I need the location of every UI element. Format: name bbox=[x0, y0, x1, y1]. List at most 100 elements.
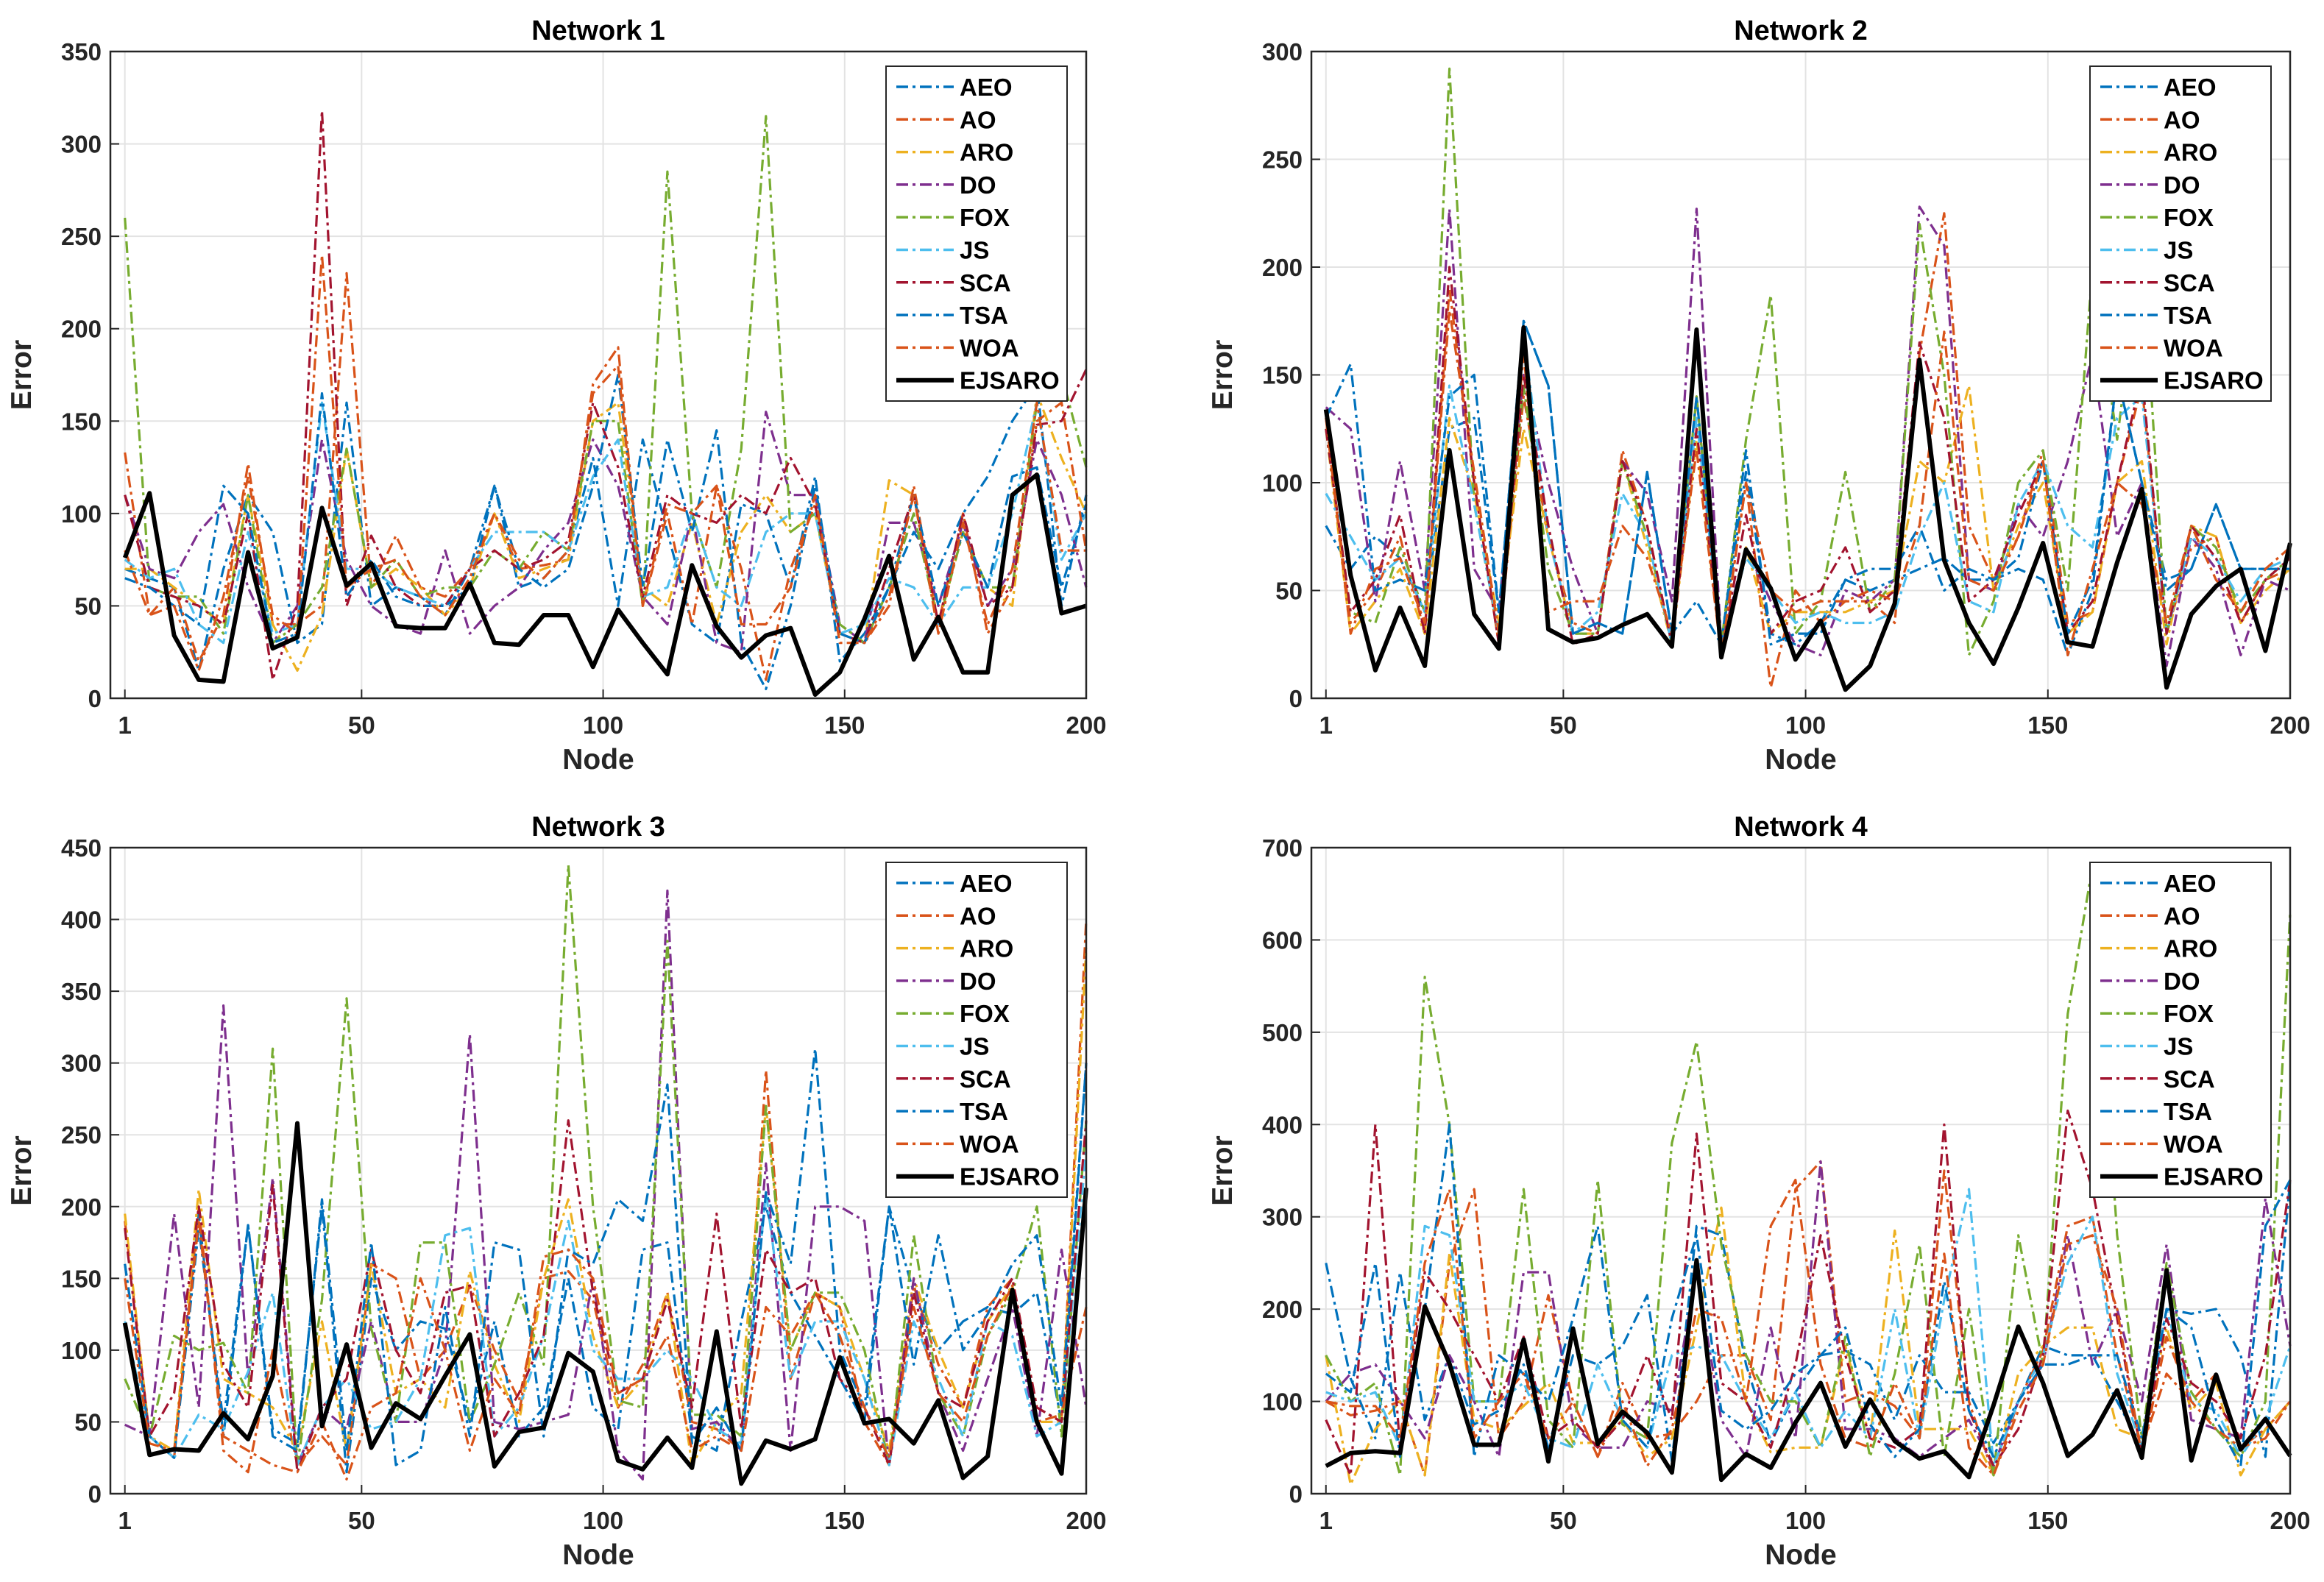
y-tick-label: 300 bbox=[1262, 38, 1303, 65]
subplot-network-1: 1 50 100 150 200050100150200250300350Network… bbox=[6, 15, 1107, 776]
x-tick-label: 50 bbox=[348, 712, 375, 739]
legend-label-aro: ARO bbox=[2164, 139, 2217, 166]
y-tick-label: 500 bbox=[1262, 1019, 1303, 1046]
series-line-ao bbox=[1325, 1160, 2292, 1477]
series-line-woa bbox=[1325, 1178, 2292, 1477]
legend-label-js: JS bbox=[2164, 1033, 2193, 1060]
y-tick-label: 100 bbox=[1262, 1388, 1303, 1416]
x-tick-label: 1 bbox=[118, 1507, 132, 1534]
legend-label-fox: FOX bbox=[960, 204, 1010, 231]
legend-box bbox=[2089, 862, 2272, 1198]
y-tick-label: 300 bbox=[61, 1050, 102, 1077]
y-tick-label: 600 bbox=[1262, 926, 1303, 954]
series-line-ejsaro bbox=[1323, 325, 2292, 692]
legend-label-tsa: TSA bbox=[960, 302, 1008, 329]
y-tick-label: 0 bbox=[88, 1480, 102, 1508]
axes-box bbox=[1310, 846, 2292, 1495]
y-axis-label: Error bbox=[1207, 1135, 1239, 1205]
x-tick-label: 200 bbox=[2270, 1507, 2310, 1534]
x-tick-label: 100 bbox=[1785, 1507, 1826, 1534]
legend-label-aeo: AEO bbox=[960, 870, 1013, 897]
legend-label-js: JS bbox=[2164, 237, 2193, 264]
legend: AEO AO ARO DO FOX JS SCA TSA WOA EJSARO bbox=[885, 862, 1068, 1198]
series-line-fox bbox=[124, 115, 1088, 645]
series-line-do bbox=[1325, 1160, 2292, 1467]
legend-label-fox: FOX bbox=[960, 1000, 1010, 1027]
legend-label-ejsaro: EJSARO bbox=[960, 1163, 1060, 1191]
y-tick-label: 50 bbox=[1275, 578, 1303, 605]
series-line-tsa bbox=[1325, 319, 2290, 646]
chart-title: Network 1 bbox=[531, 15, 665, 46]
series-line-tsa bbox=[124, 1047, 1088, 1466]
x-tick-label: 50 bbox=[1550, 712, 1577, 739]
legend-label-aro: ARO bbox=[960, 139, 1013, 166]
series-line-aro bbox=[1325, 1206, 2292, 1486]
x-tick-label: 150 bbox=[2027, 1507, 2068, 1534]
y-tick-label: 100 bbox=[1262, 469, 1303, 497]
y-tick-label: 150 bbox=[61, 1265, 102, 1292]
legend-label-fox: FOX bbox=[2164, 204, 2214, 231]
y-tick-label: 300 bbox=[61, 131, 102, 158]
x-tick-label: 200 bbox=[1066, 1507, 1106, 1534]
legend-label-do: DO bbox=[2164, 171, 2200, 199]
legend-label-ejsaro: EJSARO bbox=[2164, 367, 2264, 394]
chart-title: Network 4 bbox=[1734, 812, 1868, 843]
x-tick-label: 1 bbox=[1319, 1507, 1333, 1534]
legend-label-woa: WOA bbox=[2164, 1130, 2223, 1157]
legend-label-ao: AO bbox=[960, 106, 996, 133]
y-axis-label: Error bbox=[6, 1135, 38, 1205]
legend-label-sca: SCA bbox=[2164, 269, 2215, 297]
y-tick-label: 150 bbox=[61, 408, 102, 435]
series-line-woa bbox=[124, 1219, 1088, 1481]
y-tick-label: 0 bbox=[1289, 685, 1303, 712]
y-tick-label: 50 bbox=[74, 1408, 102, 1436]
x-axis-label: Node bbox=[562, 744, 634, 776]
y-tick-label: 200 bbox=[1262, 1296, 1303, 1323]
y-tick-label: 400 bbox=[1262, 1111, 1303, 1138]
y-tick-label: 0 bbox=[88, 685, 102, 712]
legend-label-aeo: AEO bbox=[2164, 74, 2217, 101]
series-line-ejsaro bbox=[122, 1121, 1088, 1486]
y-tick-label: 100 bbox=[61, 500, 102, 528]
x-tick-label: 50 bbox=[348, 1507, 375, 1534]
y-tick-label: 400 bbox=[61, 907, 102, 934]
series-line-ejsaro bbox=[122, 472, 1087, 697]
legend-label-do: DO bbox=[2164, 968, 2200, 995]
legend-label-fox: FOX bbox=[2164, 1000, 2214, 1027]
legend: AEO AO ARO DO FOX JS SCA TSA WOA EJSARO bbox=[2089, 65, 2272, 402]
legend-label-aro: ARO bbox=[960, 935, 1013, 962]
legend-label-js: JS bbox=[960, 1033, 989, 1060]
legend-label-aro: ARO bbox=[2164, 935, 2217, 962]
x-tick-label: 100 bbox=[583, 712, 623, 739]
x-tick-label: 1 bbox=[1319, 712, 1333, 739]
series-line-do bbox=[1325, 205, 2291, 667]
legend: AEO AO ARO DO FOX JS SCA TSA WOA EJSARO bbox=[2089, 862, 2272, 1198]
legend-label-sca: SCA bbox=[960, 269, 1011, 297]
legend-label-js: JS bbox=[960, 237, 989, 264]
y-tick-label: 250 bbox=[61, 223, 102, 250]
subplot-network-3: 1 50 100 150 200050100150200250300350400450N… bbox=[6, 812, 1107, 1571]
y-tick-label: 150 bbox=[1262, 362, 1303, 389]
legend-label-sca: SCA bbox=[2164, 1065, 2215, 1093]
y-tick-label: 300 bbox=[1262, 1204, 1303, 1231]
y-tick-label: 350 bbox=[61, 978, 102, 1005]
y-axis-label: Error bbox=[6, 340, 38, 410]
axes-box bbox=[109, 846, 1088, 1495]
x-tick-label: 150 bbox=[824, 712, 865, 739]
legend: AEO AO ARO DO FOX JS SCA TSA WOA EJSARO bbox=[885, 65, 1068, 402]
y-tick-label: 0 bbox=[1289, 1480, 1303, 1508]
x-tick-label: 150 bbox=[824, 1507, 865, 1534]
y-tick-label: 250 bbox=[1262, 146, 1303, 174]
legend-label-tsa: TSA bbox=[2164, 302, 2212, 329]
y-tick-label: 450 bbox=[61, 834, 102, 862]
x-axis-label: Node bbox=[1765, 1539, 1837, 1571]
x-tick-label: 100 bbox=[1785, 712, 1826, 739]
y-tick-label: 200 bbox=[61, 316, 102, 343]
legend-label-ejsaro: EJSARO bbox=[2164, 1163, 2264, 1191]
series-line-js bbox=[124, 1149, 1088, 1466]
legend-box bbox=[885, 65, 1068, 402]
legend-label-do: DO bbox=[960, 968, 996, 995]
series-line-woa bbox=[124, 253, 1086, 672]
legend-label-ao: AO bbox=[2164, 106, 2200, 133]
